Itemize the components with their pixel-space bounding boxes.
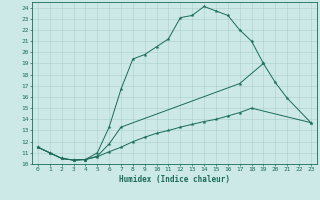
X-axis label: Humidex (Indice chaleur): Humidex (Indice chaleur) (119, 175, 230, 184)
